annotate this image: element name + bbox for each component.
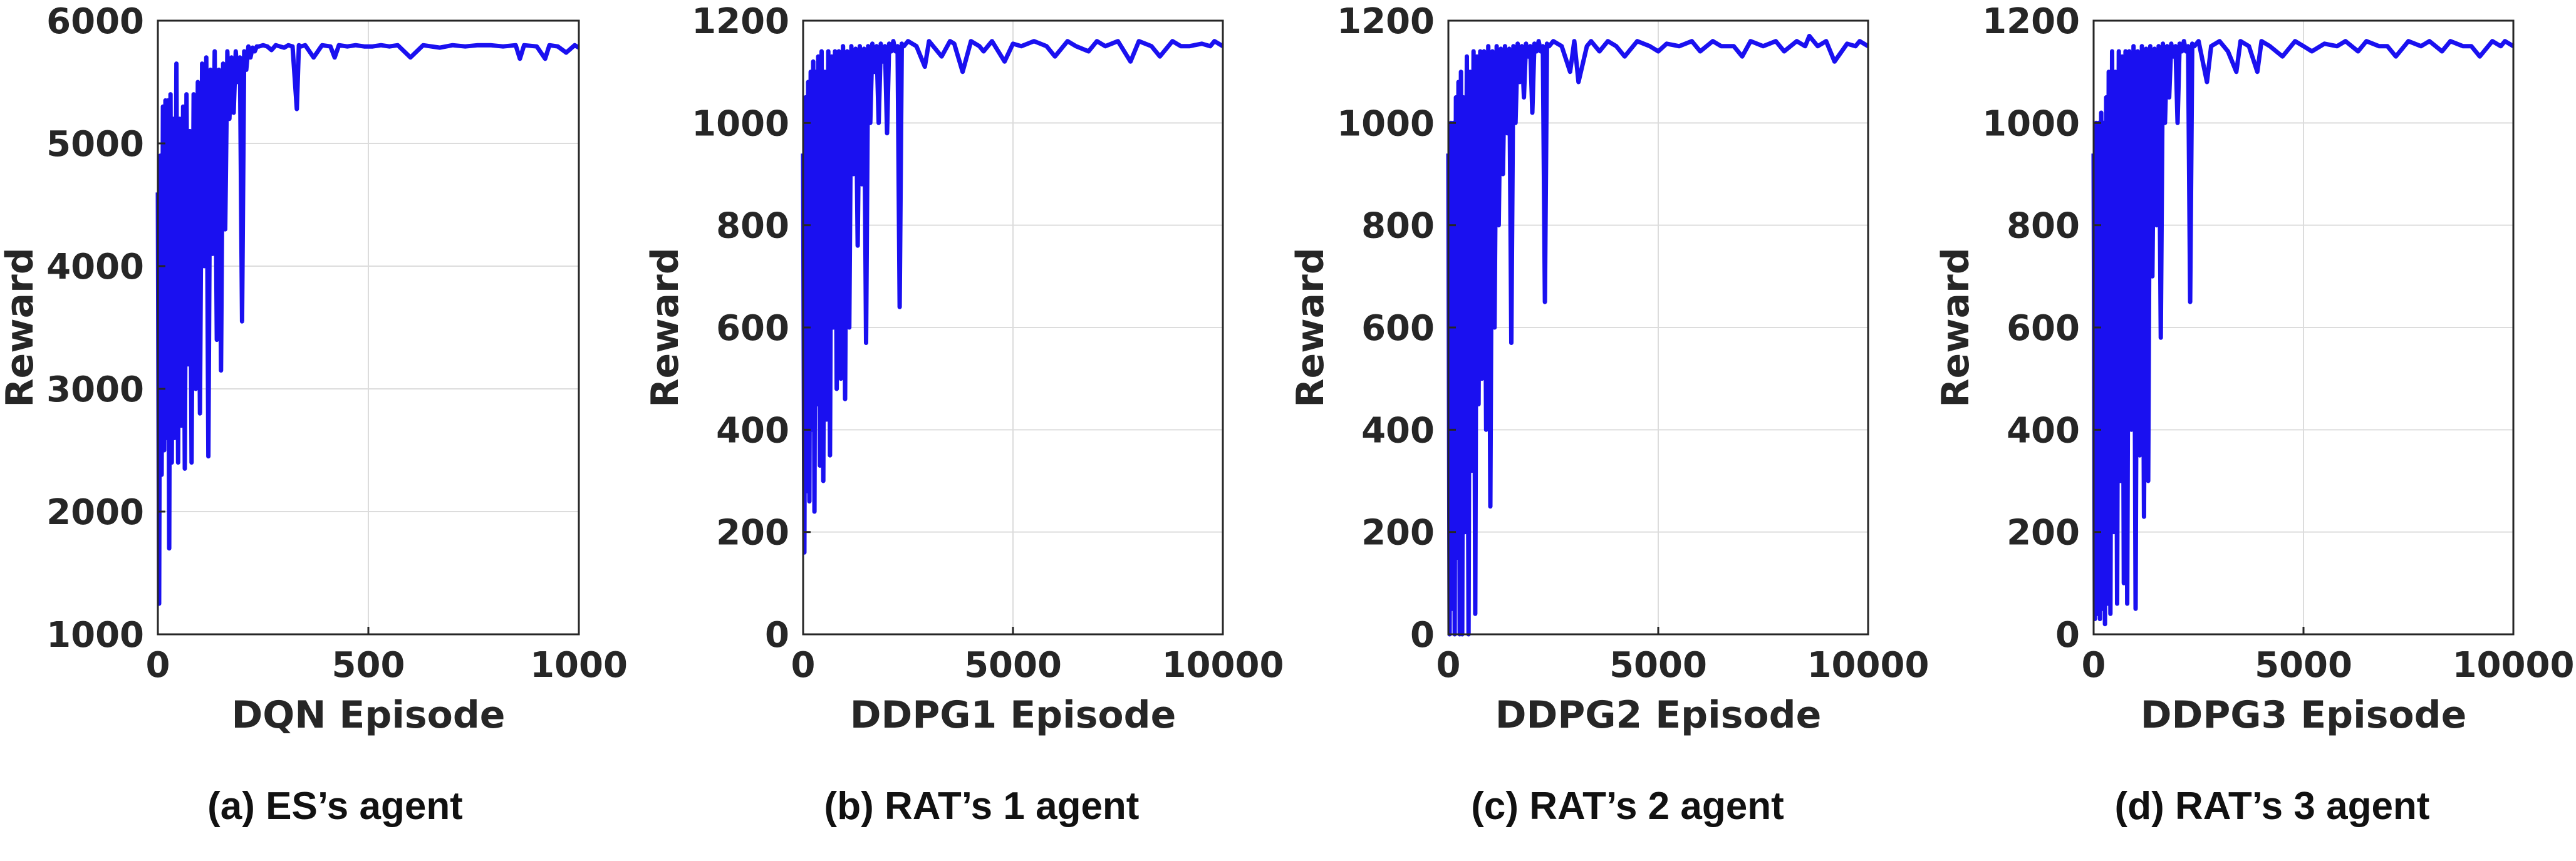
x-tick-label: 5000: [964, 645, 1062, 686]
y-tick-label: 400: [716, 410, 789, 451]
x-axis-label: DDPG2 Episode: [1495, 693, 1822, 737]
x-tick-label: 5000: [2255, 645, 2352, 686]
chart-panel-1: 0 500 1000 1000 2000 3000 4000 5000 6000 DQN Epis…: [0, 1, 628, 828]
y-tick-label: 400: [2007, 410, 2080, 451]
series-line: [801, 39, 1224, 555]
y-tick-label: 1200: [692, 1, 789, 42]
y-tick-label: 1200: [1337, 1, 1435, 42]
y-axis-label: Reward: [0, 247, 42, 407]
x-tick-label: 0: [2082, 645, 2106, 686]
series-line: [155, 43, 580, 606]
y-tick-label: 800: [716, 206, 789, 247]
y-tick-label: 0: [1410, 615, 1435, 656]
chart-panel-3: 0 5000 10000 0 200 400 600 800 1000 1200 DDPG2 Epi…: [1289, 1, 1929, 828]
y-tick-label: 6000: [46, 1, 144, 42]
x-tick-label: 0: [1436, 645, 1461, 686]
x-tick-label: 10000: [1162, 645, 1284, 686]
chart-panel-4: 0 5000 10000 0 200 400 600 800 1000 1200 DDPG3 Epi…: [1934, 1, 2574, 828]
x-tick-label: 1000: [530, 645, 628, 686]
x-tick-label: 500: [332, 645, 405, 686]
x-axis-label: DDPG1 Episode: [850, 693, 1176, 737]
y-tick-label: 600: [716, 308, 789, 349]
x-tick-label: 0: [791, 645, 816, 686]
y-tick-label: 800: [1361, 206, 1435, 247]
y-axis-label: Reward: [1289, 247, 1332, 407]
y-tick-label: 1000: [1982, 103, 2080, 144]
series-line: [1446, 34, 1869, 637]
x-tick-label: 0: [146, 645, 170, 686]
y-tick-label: 0: [2055, 615, 2080, 656]
x-tick-label: 10000: [2453, 645, 2575, 686]
x-axis-label: DQN Episode: [232, 693, 506, 737]
y-tick-label: 200: [2007, 513, 2080, 554]
y-tick-label: 800: [2007, 206, 2080, 247]
subfigure-caption: (a) ES’s agent: [207, 785, 463, 828]
y-tick-label: 200: [716, 513, 789, 554]
subfigure-caption: (b) RAT’s 1 agent: [824, 785, 1140, 828]
y-tick-label: 1000: [1337, 103, 1435, 144]
subfigure-caption: (d) RAT’s 3 agent: [2115, 785, 2430, 828]
y-tick-label: 600: [2007, 308, 2080, 349]
y-tick-label: 200: [1361, 513, 1435, 554]
y-tick-label: 1000: [692, 103, 789, 144]
y-tick-label: 5000: [46, 124, 144, 165]
y-tick-label: 600: [1361, 308, 1435, 349]
y-tick-label: 3000: [46, 369, 144, 410]
series-line: [2091, 39, 2515, 627]
x-axis-label: DDPG3 Episode: [2141, 693, 2467, 737]
x-tick-label: 10000: [1807, 645, 1929, 686]
y-axis-label: Reward: [643, 247, 687, 407]
y-tick-label: 400: [1361, 410, 1435, 451]
x-tick-label: 5000: [1609, 645, 1707, 686]
y-tick-label: 4000: [46, 247, 144, 287]
y-tick-label: 1200: [1982, 1, 2080, 42]
y-tick-label: 2000: [46, 492, 144, 533]
subfigure-caption: (c) RAT’s 2 agent: [1471, 785, 1784, 828]
chart-panel-2: 0 5000 10000 0 200 400 600 800 1000 1200 DDPG1 Epi…: [643, 1, 1284, 828]
y-tick-label: 1000: [46, 615, 144, 656]
y-axis-label: Reward: [1934, 247, 1978, 407]
y-tick-label: 0: [765, 615, 789, 656]
